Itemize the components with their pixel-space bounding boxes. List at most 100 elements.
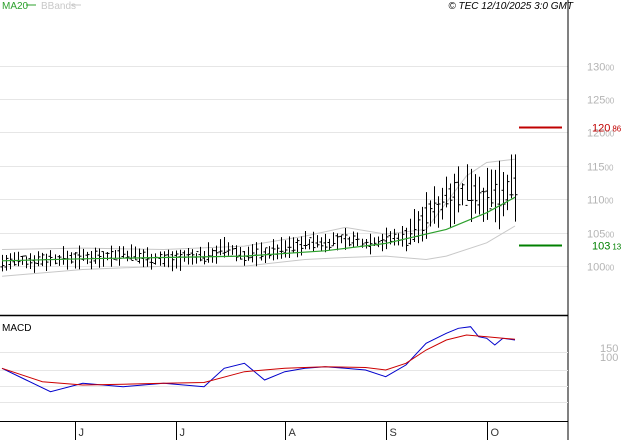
ohlc-bar xyxy=(202,251,207,265)
ohlc-bar xyxy=(170,251,175,272)
ohlc-bar xyxy=(57,255,62,266)
ohlc-bar xyxy=(279,237,284,259)
ohlc-bar xyxy=(16,251,21,267)
ohlc-bar xyxy=(307,237,312,250)
macd-tick-label: 100 xyxy=(600,352,618,364)
ohlc-bar xyxy=(254,242,259,267)
ohlc-bar xyxy=(85,251,90,265)
ohlc-bar xyxy=(162,251,167,267)
ohlc-bar xyxy=(343,228,348,250)
ohlc-bar xyxy=(428,200,433,227)
date-label: J xyxy=(79,427,85,439)
date-label: J xyxy=(180,427,186,439)
ohlc-bar xyxy=(465,164,470,206)
ohlc-bar xyxy=(489,169,494,210)
ma20-line xyxy=(1,196,516,262)
source-timestamp: © TEC 12/10/2025 3:0 GMT xyxy=(448,1,574,12)
ohlc-bar xyxy=(311,231,316,252)
ohlc-bar xyxy=(198,246,203,262)
price-tick-label: 11500 xyxy=(587,162,614,174)
ohlc-bar xyxy=(436,196,441,228)
legend-ma20-label: MA20 xyxy=(2,1,29,12)
price-tick-label: 10000 xyxy=(587,262,615,274)
ohlc-bar xyxy=(315,235,320,248)
ohlc-bar xyxy=(250,244,255,263)
ohlc-bar xyxy=(238,247,243,260)
ohlc-bar xyxy=(477,176,482,215)
ohlc-bar xyxy=(380,233,385,252)
ohlc-bar xyxy=(339,234,344,244)
ohlc-bar xyxy=(400,226,405,247)
ohlc-bar xyxy=(12,252,17,266)
ohlc-bar xyxy=(485,167,490,220)
ohlc-bar xyxy=(497,160,502,230)
ohlc-bar xyxy=(4,255,9,271)
ohlc-bar xyxy=(226,242,231,256)
bollinger-bands xyxy=(1,158,516,277)
ohlc-bar xyxy=(351,231,356,248)
ohlc-bar xyxy=(271,239,276,261)
ohlc-bar xyxy=(368,233,373,255)
ohlc-bar xyxy=(513,154,518,222)
macd-title: MACD xyxy=(2,323,31,334)
ohlc-bar xyxy=(32,255,37,273)
legend-bbands-label: BBands xyxy=(41,1,76,12)
ohlc-bar xyxy=(444,176,449,208)
ohlc-bar xyxy=(113,250,118,261)
price-grid xyxy=(0,66,568,267)
ohlc-bar xyxy=(129,244,134,261)
ohlc-bar xyxy=(295,238,300,258)
price-tick-label: 12500 xyxy=(587,95,615,107)
ma20-line xyxy=(1,196,516,262)
ohlc-bar xyxy=(93,247,98,264)
ohlc-bar xyxy=(0,254,5,272)
ohlc-bar xyxy=(166,249,171,268)
ohlc-bar xyxy=(137,248,142,264)
ohlc-bar xyxy=(408,218,413,245)
ohlc-bar xyxy=(501,172,506,217)
ohlc-bar xyxy=(473,174,478,214)
ohlc-bar xyxy=(424,192,429,239)
ohlc-bar xyxy=(153,253,158,265)
ohlc-bar xyxy=(8,253,13,270)
ohlc-bar xyxy=(323,233,328,253)
macd-lines xyxy=(1,326,516,393)
ohlc-bar xyxy=(206,242,211,263)
ohlc-bar xyxy=(347,236,352,247)
ohlc-bar xyxy=(303,231,308,250)
ohlc-bar xyxy=(182,250,187,262)
ohlc-bar xyxy=(44,253,49,271)
ohlc-bar xyxy=(319,237,324,251)
ohlc-bar xyxy=(432,186,437,224)
date-label: S xyxy=(390,427,397,439)
ohlc-bar xyxy=(125,250,130,262)
ohlc-bar xyxy=(263,247,268,263)
ohlc-bar xyxy=(210,248,215,263)
ohlc-bar xyxy=(493,169,498,223)
ohlc-bar xyxy=(440,187,445,220)
ohlc-bar xyxy=(460,183,465,206)
ohlc-bar xyxy=(186,248,191,265)
ohlc-bar xyxy=(505,174,510,211)
ohlc-bar xyxy=(335,233,340,251)
ohlc-bar xyxy=(420,206,425,242)
price-markers: 120 86 103 13 xyxy=(519,123,622,253)
ohlc-bar xyxy=(452,173,457,224)
ohlc-bar xyxy=(234,245,239,262)
ohlc-bar xyxy=(24,255,29,269)
price-panel: 10000 10500 11000 11500 12000 12500 13000 120 8… xyxy=(0,62,622,277)
price-tick-label: 11000 xyxy=(587,195,614,207)
ohlc-bar xyxy=(364,239,369,249)
ohlc-bar xyxy=(145,247,150,267)
ohlc-bar xyxy=(158,251,163,266)
price-tick-label: 12000 xyxy=(587,128,615,140)
ohlc-bar xyxy=(194,251,199,264)
signal-line xyxy=(1,334,516,386)
ohlc-bar xyxy=(214,245,219,264)
ohlc-bar xyxy=(355,232,360,246)
price-tick-label: 10500 xyxy=(587,229,615,241)
